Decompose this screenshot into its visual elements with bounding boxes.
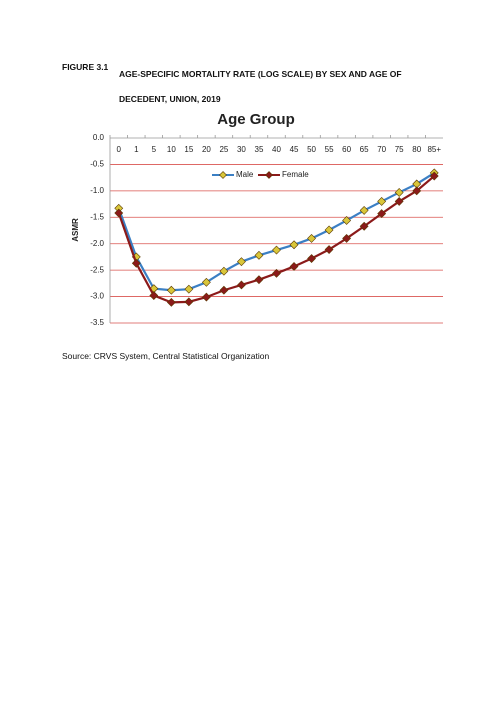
y-tick-label: -3.0 [90, 292, 104, 301]
data-point [149, 291, 159, 300]
legend-label: Male [236, 170, 254, 179]
chart-title: Age Group [217, 111, 295, 128]
data-point [412, 186, 422, 196]
data-point [184, 297, 194, 307]
x-tick-label: 50 [307, 145, 316, 154]
x-tick-label: 80 [412, 145, 421, 154]
x-tick-label: 25 [219, 145, 228, 154]
data-point [166, 297, 176, 307]
x-tick-label: 70 [377, 145, 386, 154]
x-tick-label: 40 [272, 145, 281, 154]
data-point [131, 258, 141, 268]
y-tick-label: -1.5 [90, 212, 104, 221]
data-point [429, 171, 439, 181]
y-tick-label: -1.0 [90, 186, 104, 195]
x-tick-label: 30 [237, 145, 246, 154]
source-note: Source: CRVS System, Central Statistical… [62, 351, 270, 361]
x-tick-label: 35 [255, 145, 264, 154]
data-point [254, 250, 264, 260]
x-tick-label: 10 [167, 145, 176, 154]
y-tick-label: 0.0 [93, 133, 105, 142]
x-tick-label: 65 [360, 145, 369, 154]
data-point [324, 245, 334, 254]
data-point [394, 188, 404, 197]
data-point [272, 268, 281, 278]
series-line [117, 175, 435, 304]
data-point [307, 254, 316, 263]
data-point [237, 257, 246, 267]
x-tick-label: 45 [290, 145, 299, 154]
data-point [184, 284, 194, 294]
x-tick-label: 85+ [427, 145, 441, 154]
data-point [289, 262, 299, 271]
x-tick-label: 15 [184, 145, 193, 154]
data-point [201, 292, 211, 302]
y-tick-label: -2.5 [90, 265, 104, 274]
data-point [377, 209, 387, 219]
data-point [237, 280, 246, 290]
x-tick-label: 75 [395, 145, 404, 154]
x-tick-label: 1 [134, 145, 139, 154]
data-point [272, 245, 281, 255]
figure-label: FIGURE 3.1 [62, 62, 109, 72]
x-tick-label: 60 [342, 145, 351, 154]
x-tick-label: 0 [117, 145, 122, 154]
chart: Age Group ASMR 0.0 -0.5 -1.0 -1.5 -2.0 -2.5 -3… [71, 111, 443, 327]
x-tick-label: 5 [152, 145, 157, 154]
data-point [359, 221, 369, 231]
data-point [342, 234, 352, 243]
data-point [324, 225, 334, 235]
data-point [114, 208, 124, 218]
data-point [254, 275, 264, 285]
legend-label: Female [282, 170, 309, 179]
legend-marker [265, 171, 273, 179]
x-tick-label: 55 [325, 145, 334, 154]
data-point [166, 285, 176, 295]
y-tick-label: -3.5 [90, 318, 104, 327]
legend-marker [219, 171, 227, 179]
y-tick-label: -2.0 [90, 239, 104, 248]
data-point [342, 216, 352, 225]
data-point [219, 266, 229, 276]
data-point [307, 234, 316, 243]
data-point [219, 285, 229, 295]
figure-caption: AGE-SPECIFIC MORTALITY RATE (LOG SCALE) … [119, 69, 402, 104]
data-point [377, 197, 387, 206]
data-point [289, 240, 299, 250]
data-point [394, 197, 404, 206]
x-tick-label: 20 [202, 145, 211, 154]
data-point [201, 277, 211, 287]
y-tick-label: -0.5 [90, 160, 104, 169]
y-axis-label: ASMR [71, 218, 80, 242]
data-point [359, 205, 369, 215]
